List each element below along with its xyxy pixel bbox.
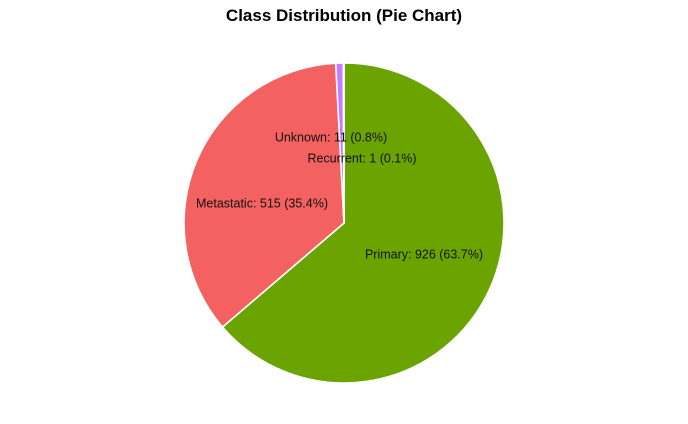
pie-slice-primary	[221, 62, 505, 384]
slice-label-unknown: Unknown: 11 (0.8%)	[275, 130, 387, 144]
pie-slices	[183, 62, 505, 384]
pie-slice-recurrent	[342, 62, 345, 224]
slice-label-recurrent: Recurrent: 1 (0.1%)	[307, 151, 416, 165]
pie-slice-metastatic	[183, 62, 345, 329]
pie-labels: Primary: 926 (63.7%) Metastatic: 515 (35.…	[196, 130, 483, 261]
slice-label-metastatic: Metastatic: 515 (35.4%)	[196, 196, 328, 210]
slice-label-primary: Primary: 926 (63.7%)	[365, 247, 483, 261]
chart-title: Class Distribution (Pie Chart)	[226, 6, 462, 25]
